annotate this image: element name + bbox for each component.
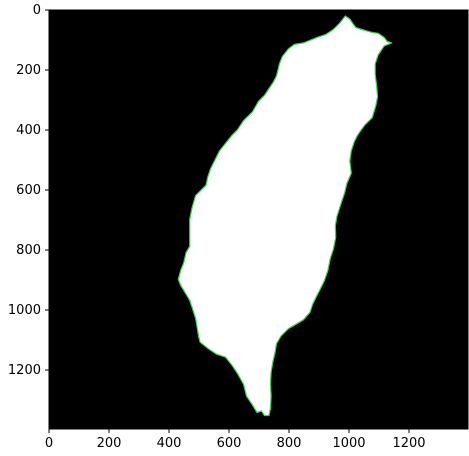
y-tick-label: 600 bbox=[16, 183, 41, 198]
axes-frame bbox=[48, 9, 469, 430]
x-tick-label: 400 bbox=[157, 436, 182, 451]
y-tick-label: 400 bbox=[16, 123, 41, 138]
y-tick-label: 1200 bbox=[8, 363, 41, 378]
y-tick-label: 1000 bbox=[8, 303, 41, 318]
x-tick-label: 600 bbox=[217, 436, 242, 451]
y-tick-label: 200 bbox=[16, 63, 41, 78]
x-tick-label: 0 bbox=[45, 436, 53, 451]
y-tick-label: 0 bbox=[33, 3, 41, 18]
x-tick-label: 1200 bbox=[392, 436, 425, 451]
y-axis: 0 200 400 600 800 1000 1200 bbox=[8, 3, 49, 378]
x-axis: 0 200 400 600 800 1000 1200 bbox=[45, 429, 426, 451]
y-tick-label: 800 bbox=[16, 243, 41, 258]
x-tick-label: 1000 bbox=[332, 436, 365, 451]
x-tick-label: 200 bbox=[97, 436, 122, 451]
x-tick-label: 800 bbox=[277, 436, 302, 451]
segmentation-mask bbox=[177, 15, 393, 417]
